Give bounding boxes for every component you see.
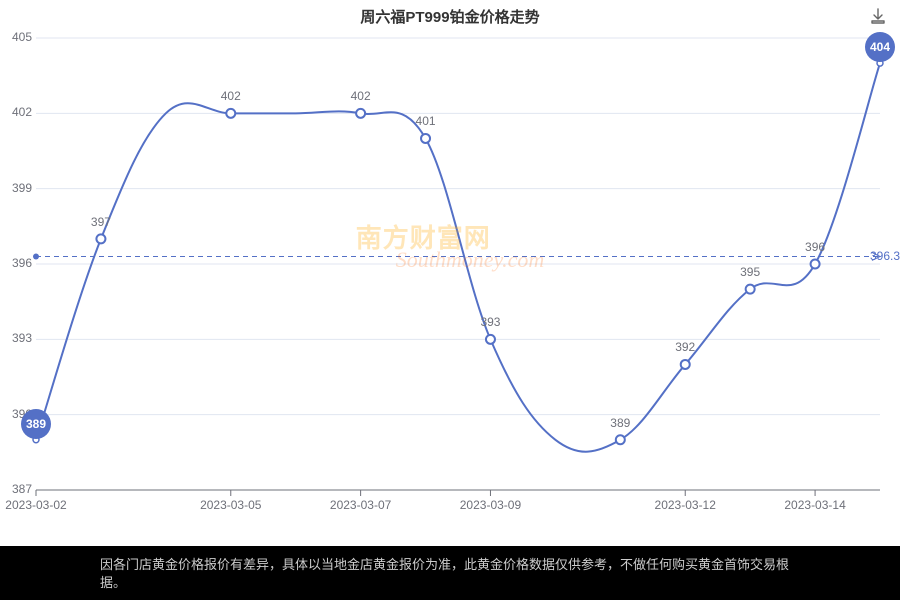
data-point-label: 392 [675,340,695,360]
x-tick-label: 2023-03-05 [200,498,261,512]
data-point-label: 401 [416,114,436,134]
x-tick-label: 2023-03-12 [655,498,716,512]
chart-title: 周六福PT999铂金价格走势 [0,6,900,27]
x-tick-label: 2023-03-14 [784,498,845,512]
data-point-label: 395 [740,265,760,285]
data-point-label: 397 [91,215,111,235]
x-tick-label: 2023-03-07 [330,498,391,512]
avg-line-label: 396.3 [870,249,900,263]
data-point-label: 402 [351,89,371,109]
x-tick-label: 2023-03-02 [5,498,66,512]
data-point-label: 393 [480,315,500,335]
disclaimer-footer: 因各门店黄金价格报价有差异，具体以当地金店黄金报价为准，此黄金价格数据仅供参考，… [0,546,900,600]
y-tick-label: 405 [2,30,32,44]
data-point-label: 402 [221,89,241,109]
chart-container: 周六福PT999铂金价格走势 南方财富网 Southmoney.com 3873… [0,0,900,600]
download-icon[interactable] [870,8,886,24]
chart-svg [0,28,900,526]
y-tick-label: 399 [2,181,32,195]
y-tick-label: 402 [2,105,32,119]
y-tick-label: 387 [2,482,32,496]
end-point-badge: 404 [865,32,895,62]
data-point-label: 389 [610,416,630,436]
end-point-badge: 389 [21,409,51,439]
x-tick-label: 2023-03-09 [460,498,521,512]
data-point-label: 396 [805,240,825,260]
y-tick-label: 396 [2,256,32,270]
y-tick-label: 393 [2,331,32,345]
chart-area: 南方财富网 Southmoney.com 3873903933963994024… [0,28,900,526]
